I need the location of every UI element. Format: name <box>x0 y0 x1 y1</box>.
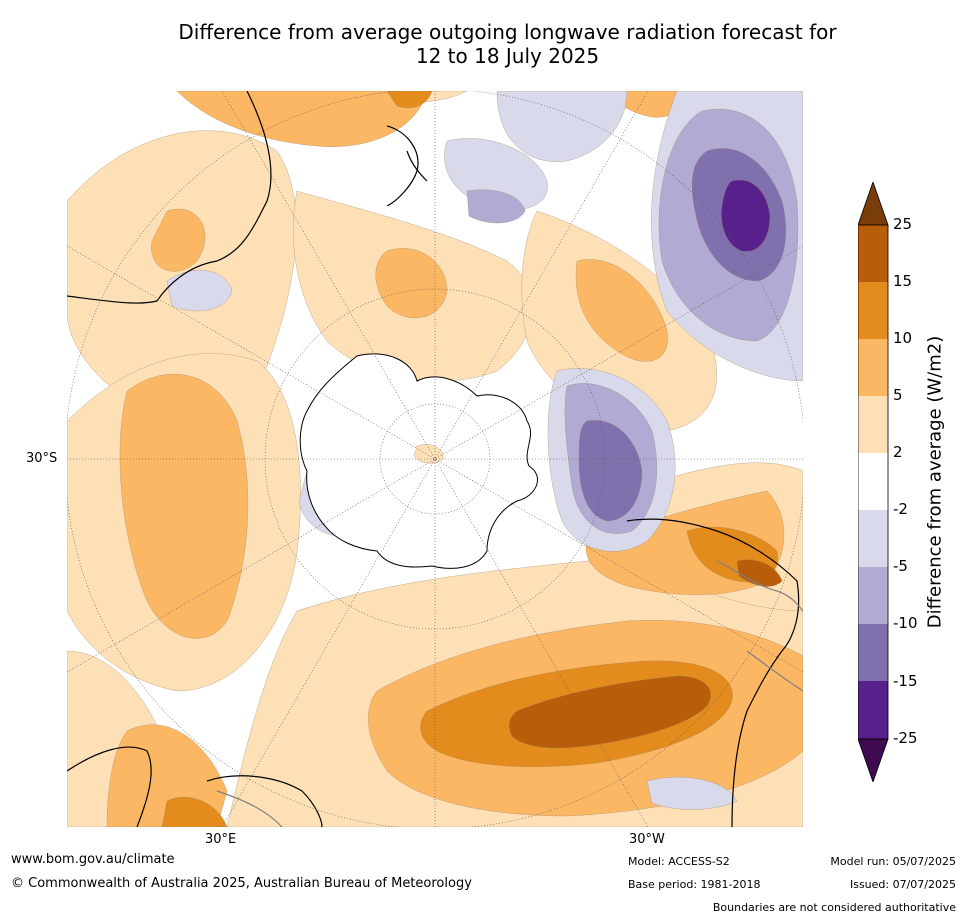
colorbar-tick: -2 <box>893 500 908 518</box>
model-name: Model: ACCESS-S2 <box>628 855 730 868</box>
anomaly-region <box>721 179 771 252</box>
graticule <box>67 91 803 827</box>
colorbar-tick: -25 <box>893 729 918 747</box>
title-line-2: 12 to 18 July 2025 <box>415 44 600 68</box>
colorbar-band-15-25 <box>858 225 888 282</box>
model-run-date: Model run: 05/07/2025 <box>830 855 956 868</box>
anomaly-region <box>161 797 228 827</box>
issued-date: Issued: 07/07/2025 <box>849 878 956 891</box>
coastlines <box>67 91 800 827</box>
colorbar-tick: 2 <box>893 443 903 461</box>
anomaly-region <box>151 209 206 272</box>
colorbar-tick: 15 <box>893 272 913 290</box>
colorbar-band-10-15 <box>858 282 888 339</box>
olr-anomaly-map <box>67 91 803 827</box>
anomaly-layer-m15-m25 <box>721 179 771 252</box>
colorbar-extend-high <box>858 182 889 226</box>
longitude-label-west: 30°W <box>629 832 665 847</box>
anomaly-region <box>736 559 783 587</box>
country-borders <box>216 560 803 827</box>
website-link[interactable]: www.bom.gov.au/climate <box>11 852 175 867</box>
colorbar-band-m15-m25 <box>858 681 888 739</box>
anomaly-region <box>509 675 711 749</box>
colorbar-tick: 5 <box>893 386 903 404</box>
map-title: Difference from average outgoing longwav… <box>0 20 965 68</box>
colorbar-band-m10-m15 <box>858 624 888 681</box>
anomaly-region <box>496 91 628 162</box>
colorbar-extend-low <box>858 738 889 782</box>
boundary-disclaimer: Boundaries are not considered authoritat… <box>712 901 956 914</box>
colorbar-tick: -15 <box>893 672 918 690</box>
anomaly-region <box>575 259 668 362</box>
colorbar-tick: 25 <box>893 215 913 233</box>
latitude-label: 30°S <box>26 451 58 466</box>
colorbar-tick: 10 <box>893 329 913 347</box>
colorbar <box>858 182 889 782</box>
title-line-1: Difference from average outgoing longwav… <box>178 20 837 44</box>
colorbar-tick: -10 <box>893 614 918 632</box>
anomaly-region <box>578 420 643 522</box>
longitude-label-east: 30°E <box>205 832 237 847</box>
colorbar-band-5-10 <box>858 339 888 396</box>
copyright-text: © Commonwealth of Australia 2025, Austra… <box>11 876 472 891</box>
colorbar-band-m2-m5 <box>858 510 888 567</box>
colorbar-band-2-5 <box>858 396 888 453</box>
anomaly-region <box>386 91 433 109</box>
anomaly-layer-15-25 <box>509 559 783 749</box>
colorbar-band-neutral <box>858 453 888 510</box>
colorbar-axis-label: Difference from average (W/m2) <box>924 335 946 629</box>
anomaly-region <box>646 776 738 810</box>
anomaly-region <box>176 91 428 147</box>
anomaly-region <box>166 269 233 312</box>
anomaly-region <box>119 373 249 639</box>
colorbar-tick: -5 <box>893 557 908 575</box>
colorbar-band-m5-m10 <box>858 567 888 624</box>
anomaly-region <box>466 189 526 224</box>
base-period: Base period: 1981-2018 <box>628 878 761 891</box>
anomaly-region <box>375 248 448 319</box>
antarctica-landmass <box>299 353 539 569</box>
map-canvas <box>67 91 803 827</box>
